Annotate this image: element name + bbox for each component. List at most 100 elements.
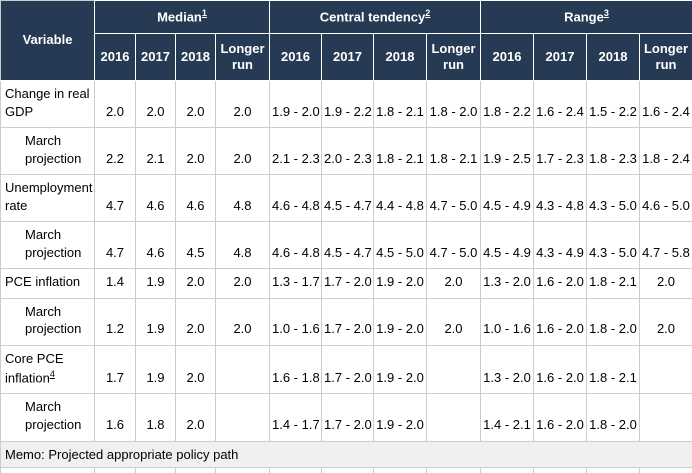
table-cell: 4.7 bbox=[94, 174, 136, 223]
table-cell: 2.0 bbox=[175, 79, 216, 129]
group-header-range: Range3 bbox=[480, 0, 692, 34]
table-cell bbox=[426, 345, 481, 395]
table-cell: 1.6 - 2.0 bbox=[533, 393, 587, 442]
table-cell: 1.4 - 1.9 bbox=[321, 467, 374, 473]
table-cell: 4.6 - 5.0 bbox=[639, 174, 692, 223]
table-cell: 1.9 bbox=[135, 268, 176, 299]
table-row: Change in real GDP 2.0 2.0 2.0 2.0 1.9 - 2.0 1… bbox=[0, 79, 692, 129]
table-cell: 1.8 - 2.4 bbox=[639, 127, 692, 176]
table-row: March projection 1.6 1.8 2.0 1.4 - 1.7 1.7 - … bbox=[0, 393, 692, 442]
year-header-range-longer-run: Longer run bbox=[639, 33, 692, 81]
table-row: Core PCE inflation4 1.7 1.9 2.0 1.6 - 1.8 1.7… bbox=[0, 345, 692, 395]
row-label: PCE inflation bbox=[0, 268, 95, 299]
table-cell: 2.0 bbox=[639, 268, 692, 299]
table-cell: 1.7 - 2.0 bbox=[321, 268, 374, 299]
table-cell: 4.6 - 4.8 bbox=[269, 221, 322, 270]
table-cell: 1.3 - 2.0 bbox=[480, 345, 534, 395]
table-cell: 1.6 - 1.8 bbox=[269, 345, 322, 395]
table-cell: 2.0 bbox=[215, 268, 270, 299]
table-cell: 1.9 - 2.5 bbox=[480, 127, 534, 176]
table-cell: 1.6 - 2.0 bbox=[533, 297, 587, 347]
table-cell: 1.8 - 2.0 bbox=[586, 393, 640, 442]
table-cell: 4.7 - 5.0 bbox=[426, 221, 481, 270]
table-cell: 4.5 - 4.7 bbox=[321, 221, 374, 270]
table-cell: 0.9 bbox=[94, 467, 136, 473]
table-cell: 1.2 bbox=[94, 297, 136, 347]
year-header-ct-2016: 2016 bbox=[269, 33, 322, 81]
table-cell: 1.6 bbox=[135, 467, 176, 473]
variable-header-label: Variable bbox=[22, 32, 73, 48]
table-row: March projection 1.2 1.9 2.0 2.0 1.0 - 1.6 1.7… bbox=[0, 297, 692, 347]
table-cell: 4.3 - 5.0 bbox=[586, 174, 640, 223]
table-cell: 2.0 bbox=[94, 79, 136, 129]
table-cell: 1.3 - 2.0 bbox=[480, 268, 534, 299]
table-cell: 2.1 - 2.3 bbox=[269, 127, 322, 176]
table-cell: 4.5 - 4.7 bbox=[321, 174, 374, 223]
table-cell: 1.8 - 2.1 bbox=[426, 127, 481, 176]
table-cell: 2.2 bbox=[94, 127, 136, 176]
group-header-row: Variable Median1 Central tendency2 Range… bbox=[0, 0, 692, 81]
table-cell: 1.4 - 1.7 bbox=[269, 393, 322, 442]
table-cell: 1.6 - 2.4 bbox=[639, 79, 692, 129]
table-cell: 2.1 bbox=[135, 127, 176, 176]
table-cell bbox=[426, 393, 481, 442]
table-cell: 4.7 bbox=[94, 221, 136, 270]
row-label: Change in real GDP bbox=[0, 79, 95, 129]
table-cell: 4.6 bbox=[175, 174, 216, 223]
table-cell: 4.4 - 4.8 bbox=[373, 174, 427, 223]
year-header-median-2018: 2018 bbox=[175, 33, 216, 81]
table-cell: 1.0 - 1.6 bbox=[480, 297, 534, 347]
table-cell: 1.0 - 1.6 bbox=[269, 297, 322, 347]
footnote-1-link[interactable]: 1 bbox=[201, 8, 207, 19]
table-cell: 4.6 bbox=[135, 221, 176, 270]
range-label: Range bbox=[564, 9, 604, 25]
footnote-4-link[interactable]: 4 bbox=[49, 368, 55, 379]
table-cell: 2.0 bbox=[426, 268, 481, 299]
table-cell: 1.9 - 2.0 bbox=[373, 268, 427, 299]
table-cell: 2.0 bbox=[175, 127, 216, 176]
table-cell: 1.8 - 2.0 bbox=[426, 79, 481, 129]
variable-column-header: Variable bbox=[0, 0, 95, 81]
year-header-median-longer-run: Longer run bbox=[215, 33, 270, 81]
group-header-central-tendency: Central tendency2 bbox=[269, 0, 481, 34]
table-cell: 2.0 bbox=[175, 268, 216, 299]
year-header-range-2018: 2018 bbox=[586, 33, 640, 81]
table-cell: 3.0 - 3.3 bbox=[426, 467, 481, 473]
table-cell: 1.5 - 2.2 bbox=[586, 79, 640, 129]
table-row: Federal funds rate0.91.62.43.00.6 - 0.91… bbox=[0, 467, 692, 473]
row-label: March projection bbox=[0, 297, 95, 347]
table-cell: 1.4 - 2.1 bbox=[480, 393, 534, 442]
footnote-3-link[interactable]: 3 bbox=[603, 8, 609, 19]
table-cell: 4.8 bbox=[215, 221, 270, 270]
footnote-2-link[interactable]: 2 bbox=[425, 8, 431, 19]
table-body: Change in real GDP 2.0 2.0 2.0 2.0 1.9 - 2.0 1… bbox=[0, 79, 692, 473]
year-header-median-2017: 2017 bbox=[135, 33, 176, 81]
table-cell bbox=[215, 393, 270, 442]
table-cell: 1.7 - 2.0 bbox=[321, 297, 374, 347]
table-row: Unemployment rate 4.7 4.6 4.6 4.8 4.6 - 4.8 4.… bbox=[0, 174, 692, 223]
table-cell: 2.0 bbox=[426, 297, 481, 347]
table-cell: 2.1 - 2.9 bbox=[373, 467, 427, 473]
table-cell: 0.6 - 3.4 bbox=[586, 467, 640, 473]
table-cell: 1.7 - 2.3 bbox=[533, 127, 587, 176]
table-cell: 1.6 bbox=[94, 393, 136, 442]
group-header-median: Median1 bbox=[94, 0, 270, 34]
table-cell: 4.8 bbox=[215, 174, 270, 223]
table-cell: 1.3 - 1.7 bbox=[269, 268, 322, 299]
table-cell: 1.9 bbox=[135, 345, 176, 395]
table-cell: 4.3 - 5.0 bbox=[586, 221, 640, 270]
table-cell: 2.8 - 3.8 bbox=[639, 467, 692, 473]
table-cell: 1.9 - 2.0 bbox=[373, 297, 427, 347]
table-cell: 2.0 bbox=[175, 345, 216, 395]
table-cell bbox=[639, 393, 692, 442]
year-header-range-2017: 2017 bbox=[533, 33, 587, 81]
table-cell: 1.7 - 2.0 bbox=[321, 345, 374, 395]
table-cell: 2.0 bbox=[175, 393, 216, 442]
year-header-median-2016: 2016 bbox=[94, 33, 136, 81]
year-header-ct-longer-run: Longer run bbox=[426, 33, 481, 81]
table-cell: 1.8 - 2.1 bbox=[373, 79, 427, 129]
table-cell: 4.7 - 5.8 bbox=[639, 221, 692, 270]
table-cell: 1.9 - 2.0 bbox=[373, 345, 427, 395]
row-label: Federal funds rate bbox=[0, 467, 95, 473]
